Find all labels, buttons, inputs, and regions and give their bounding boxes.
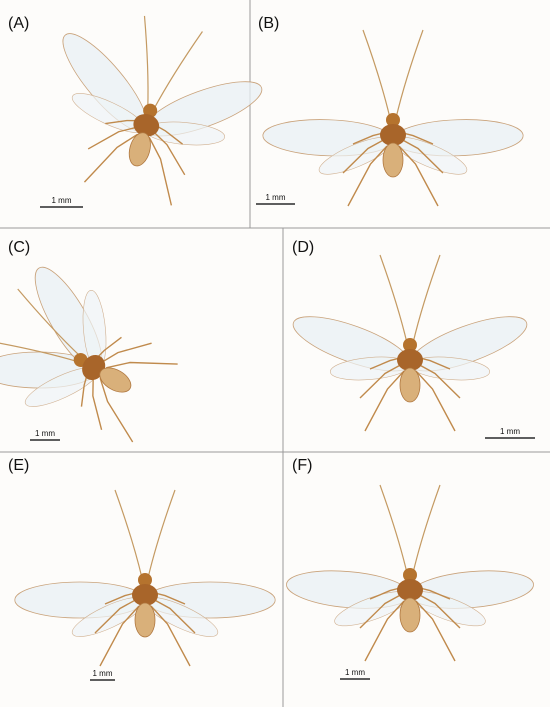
specimen [0,266,178,443]
thorax [397,579,423,601]
leg [398,145,439,207]
abdomen [128,132,151,167]
leg [148,137,173,206]
scale-label: 1 mm [35,429,55,438]
thorax [397,349,423,371]
leg [150,129,186,176]
thorax [133,114,160,137]
panel-label: (E) [8,457,29,474]
leg [347,145,388,207]
leg [98,342,152,365]
leg [364,600,405,662]
head [403,338,417,352]
antenna [379,484,408,574]
leg [398,137,444,174]
leg [92,374,103,430]
leg [415,592,461,629]
abdomen [99,367,132,393]
antenna [143,15,149,108]
antenna [379,254,408,344]
leg [94,597,140,634]
antenna [147,489,176,579]
scale-label: 1 mm [93,669,113,678]
leg [150,605,191,667]
specimen [286,484,534,662]
specimen [292,254,528,432]
leg [106,361,178,369]
leg [83,133,139,183]
abdomen [399,597,421,633]
abdomen [399,367,421,403]
leg [415,362,461,399]
panel-label: (D) [292,239,314,256]
antenna [412,484,441,574]
leg [342,137,388,174]
abdomen [134,602,156,638]
scale-label: 1 mm [500,427,520,436]
leg [359,362,405,399]
scale-label: 1 mm [52,196,72,205]
scale-label: 1 mm [345,668,365,677]
panel-label: (A) [8,15,29,32]
leg [364,370,405,432]
thorax [132,584,158,606]
specimen [62,15,263,206]
leg [415,600,456,662]
leg [415,370,456,432]
leg [150,597,196,634]
panel-label: (F) [292,457,312,474]
scale-label: 1 mm [266,193,286,202]
leg [99,605,140,667]
antenna [0,340,78,363]
specimen [262,29,524,207]
panel-label: (B) [258,15,279,32]
antenna [17,288,81,357]
abdomen [382,142,404,178]
specimen [14,489,276,667]
antenna [153,31,203,110]
antenna [362,29,391,119]
leg [87,125,140,150]
leg [359,592,405,629]
head [386,113,400,127]
antenna [114,489,143,579]
head [138,573,152,587]
antenna [412,254,441,344]
thorax [380,124,406,146]
head [403,568,417,582]
antenna [395,29,424,119]
panel-label: (C) [8,239,30,256]
leg [99,377,134,443]
